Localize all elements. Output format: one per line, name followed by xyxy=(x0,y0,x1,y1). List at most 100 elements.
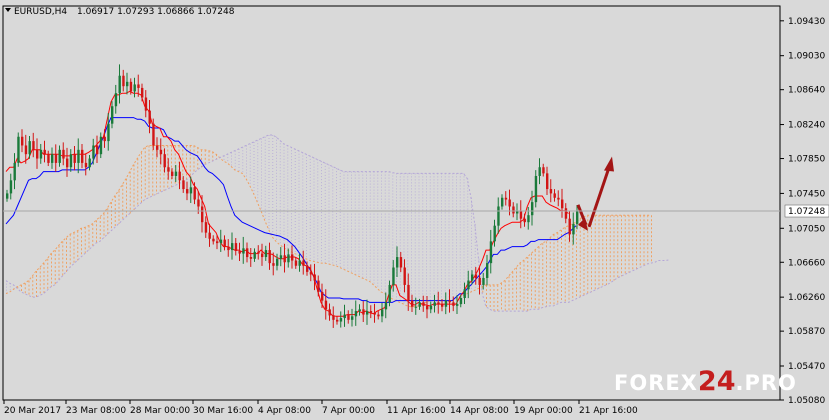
candle xyxy=(561,188,564,218)
candle xyxy=(92,138,95,165)
candle xyxy=(133,77,136,98)
candle xyxy=(276,253,279,271)
candle xyxy=(193,182,196,205)
candle-body xyxy=(156,145,159,150)
candle xyxy=(317,275,320,297)
candle xyxy=(294,257,298,269)
candle-body xyxy=(103,136,106,142)
candle-body xyxy=(148,110,151,124)
candle xyxy=(103,129,106,148)
candle xyxy=(396,246,399,278)
candles xyxy=(6,64,579,328)
candle xyxy=(111,101,114,129)
candle-body xyxy=(471,274,474,281)
candle xyxy=(343,304,346,327)
candle xyxy=(336,316,339,325)
candle-body xyxy=(313,274,316,281)
candle-body xyxy=(242,248,245,254)
candle-body xyxy=(456,304,459,306)
candle xyxy=(553,189,556,202)
candle xyxy=(332,306,335,328)
candle-body xyxy=(32,141,35,150)
candle xyxy=(283,243,286,273)
candle-body xyxy=(208,232,211,239)
candle-body xyxy=(231,243,234,251)
price-tick-label: 1.05470 xyxy=(788,362,825,372)
candle-body xyxy=(399,257,403,268)
candle-body xyxy=(444,300,448,307)
candle xyxy=(546,166,549,196)
candle xyxy=(204,216,208,238)
candle xyxy=(268,242,271,270)
candle-body xyxy=(339,318,343,322)
price-tick-label: 1.06660 xyxy=(788,258,825,268)
candle-body xyxy=(392,267,395,285)
candle xyxy=(223,235,226,251)
candle-body xyxy=(141,87,144,98)
candle-body xyxy=(291,254,294,261)
candle xyxy=(459,294,463,308)
candle xyxy=(257,245,260,260)
candle xyxy=(478,267,481,295)
candle-body xyxy=(133,84,136,92)
candle-body xyxy=(411,300,414,307)
price-tick-label: 1.06260 xyxy=(788,293,825,303)
candle-body xyxy=(561,199,564,209)
candle xyxy=(482,272,485,290)
candle-body xyxy=(373,312,376,315)
candle xyxy=(84,153,88,176)
time-tick-label: 14 Apr 08:00 xyxy=(450,406,509,416)
candle xyxy=(36,138,39,169)
candle-body xyxy=(118,75,121,94)
candle-body xyxy=(43,149,46,155)
candle xyxy=(219,229,223,252)
candle xyxy=(362,301,365,322)
candle-body xyxy=(174,171,178,176)
candle-body xyxy=(294,260,298,266)
candle xyxy=(474,267,478,285)
candle xyxy=(77,138,80,174)
candle-body xyxy=(287,254,290,263)
candle-body xyxy=(324,300,328,310)
candle xyxy=(249,248,253,267)
candle xyxy=(429,301,433,314)
candle xyxy=(422,295,425,312)
candle-body xyxy=(317,280,320,292)
candle-body xyxy=(17,136,20,163)
candle-body xyxy=(88,158,91,168)
candle xyxy=(538,158,541,185)
candle xyxy=(279,247,283,267)
candle-body xyxy=(77,149,80,163)
chart-frame xyxy=(2,5,781,401)
candle-body xyxy=(186,189,189,194)
candle-body xyxy=(366,311,369,315)
candle-body xyxy=(564,208,568,219)
time-tick-label: 23 Mar 08:00 xyxy=(66,406,126,416)
candle-body xyxy=(107,123,110,142)
dropdown-triangle-icon[interactable] xyxy=(5,8,11,12)
candle xyxy=(66,147,69,177)
candle-body xyxy=(369,311,373,313)
candle-body xyxy=(576,210,579,224)
price-tick-label: 1.05870 xyxy=(788,327,825,337)
candle-body xyxy=(216,241,219,244)
candle xyxy=(444,292,448,315)
candle xyxy=(392,260,395,292)
candle xyxy=(13,153,16,190)
candle xyxy=(171,168,174,180)
candle-body xyxy=(28,141,31,155)
candle-body xyxy=(418,302,421,307)
candle-body xyxy=(426,305,429,310)
candle xyxy=(486,254,489,286)
candle-body xyxy=(129,81,133,92)
svg-text:FOREX24.PRO: FOREX24.PRO xyxy=(614,366,797,397)
candle xyxy=(47,150,50,167)
candle-body xyxy=(523,218,526,223)
candle xyxy=(54,144,58,172)
candle xyxy=(414,297,418,315)
candle xyxy=(212,235,215,245)
candle xyxy=(572,212,575,245)
candle xyxy=(9,173,13,200)
candle xyxy=(24,134,28,164)
candle-body xyxy=(268,250,271,264)
